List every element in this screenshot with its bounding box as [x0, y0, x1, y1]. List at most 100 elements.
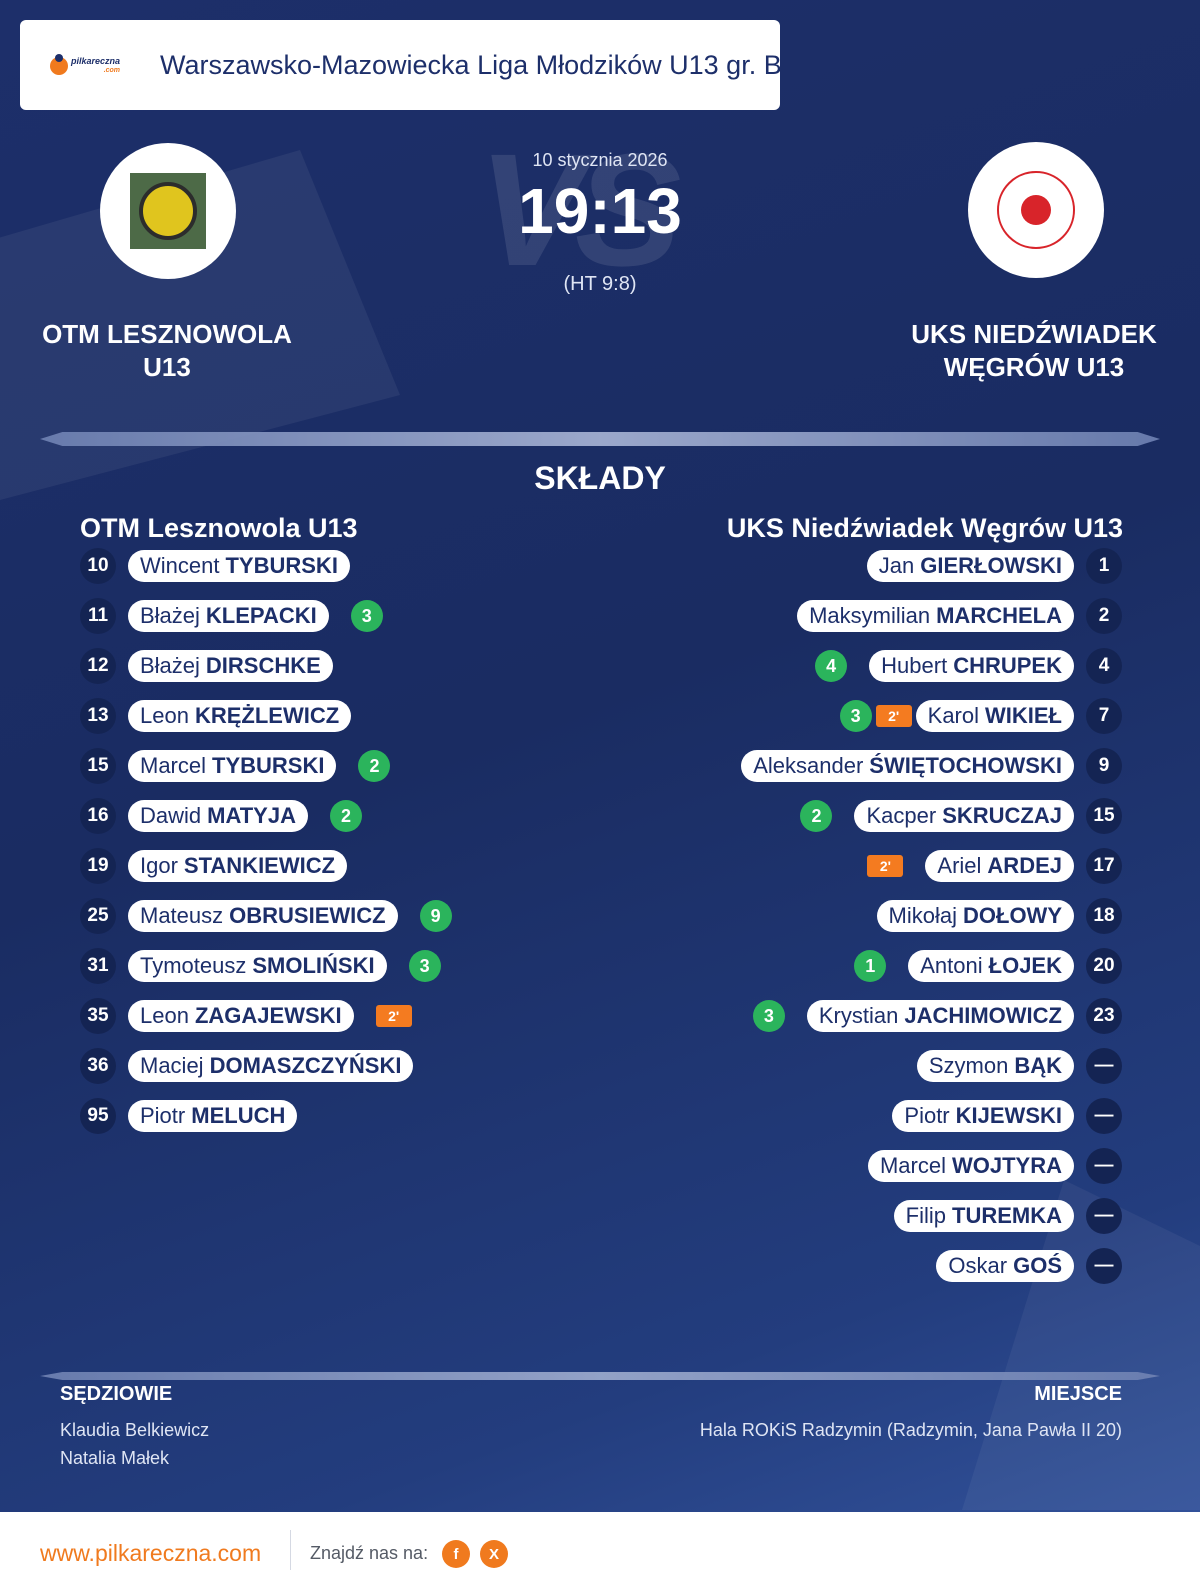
player-last-name: SMOLIŃSKI — [252, 953, 375, 978]
player-name[interactable]: Hubert CHRUPEK — [869, 650, 1074, 682]
player-name[interactable]: Karol WIKIEŁ — [915, 700, 1074, 732]
player-row: 2 Maksymilian MARCHELA — [797, 598, 1122, 634]
player-name[interactable]: Mikołaj DOŁOWY — [876, 900, 1074, 932]
player-name[interactable]: Leon KRĘŻLEWICZ — [128, 700, 352, 732]
player-row: 13 Leon KRĘŻLEWICZ — [80, 698, 352, 734]
player-number: — — [1086, 1048, 1122, 1084]
player-last-name: DOMASZCZYŃSKI — [209, 1053, 402, 1078]
player-name[interactable]: Kacper SKRUCZAJ — [854, 800, 1074, 832]
player-number: 16 — [80, 798, 116, 834]
player-number: — — [1086, 1248, 1122, 1284]
player-row: 16 Dawid MATYJA 2 — [80, 798, 362, 834]
player-row: 11 Błażej KLEPACKI 3 — [80, 598, 383, 634]
player-row: 17 Ariel ARDEJ 2' — [867, 848, 1122, 884]
player-row: 19 Igor STANKIEWICZ — [80, 848, 348, 884]
league-title: Warszawsko-Mazowiecka Liga Młodzików U13… — [160, 50, 782, 80]
player-row: 95 Piotr MELUCH — [80, 1098, 298, 1134]
player-first-name: Błażej — [140, 653, 200, 678]
player-number: 12 — [80, 648, 116, 684]
goals-badge: 2 — [329, 800, 362, 832]
away-lineup-title: UKS Niedźwiadek Węgrów U13 — [726, 513, 1123, 543]
player-name[interactable]: Filip TUREMKA — [893, 1200, 1074, 1232]
player-name[interactable]: Mateusz OBRUSIEWICZ — [128, 900, 398, 932]
player-number: — — [1086, 1198, 1122, 1234]
goals-badge: 3 — [839, 700, 872, 732]
away-crest-icon — [997, 171, 1075, 249]
player-name[interactable]: Piotr MELUCH — [128, 1100, 298, 1132]
player-last-name: DOŁOWY — [963, 903, 1062, 928]
referee-name: Natalia Małek — [60, 1448, 170, 1468]
x-icon[interactable]: X — [480, 1540, 508, 1568]
player-name[interactable]: Oskar GOŚ — [936, 1250, 1074, 1282]
player-number: 9 — [1086, 748, 1122, 784]
facebook-icon[interactable]: f — [442, 1540, 470, 1568]
player-name[interactable]: Błażej KLEPACKI — [128, 600, 329, 632]
player-name[interactable]: Błażej DIRSCHKE — [128, 650, 333, 682]
site-link[interactable]: www.pilkareczna.com — [40, 1540, 262, 1566]
player-name[interactable]: Leon ZAGAJEWSKI — [128, 1000, 354, 1032]
player-last-name: KIJEWSKI — [955, 1103, 1062, 1128]
player-number: — — [1086, 1098, 1122, 1134]
player-first-name: Igor — [140, 853, 178, 878]
player-last-name: ZAGAJEWSKI — [194, 1003, 342, 1028]
player-number: 1 — [1086, 548, 1122, 584]
player-row: 36 Maciej DOMASZCZYŃSKI — [80, 1048, 414, 1084]
player-last-name: KRĘŻLEWICZ — [194, 703, 340, 728]
player-name[interactable]: Dawid MATYJA — [128, 800, 308, 832]
away-team-name: UKS NIEDŹWIADEK WĘGRÓW U13 — [911, 319, 1157, 382]
player-name[interactable]: Maksymilian MARCHELA — [797, 600, 1074, 632]
player-first-name: Tymoteusz — [140, 953, 247, 978]
player-last-name: TYBURSKI — [225, 553, 338, 578]
player-number: 23 — [1086, 998, 1122, 1034]
player-name[interactable]: Ariel ARDEJ — [925, 850, 1074, 882]
player-name[interactable]: Szymon BĄK — [916, 1050, 1074, 1082]
goals-badge: 3 — [408, 950, 441, 982]
halftime-score: (HT 9:8) — [563, 273, 637, 295]
player-last-name: MARCHELA — [936, 603, 1062, 628]
player-row: 18 Mikołaj DOŁOWY — [876, 898, 1122, 934]
player-first-name: Piotr — [140, 1103, 186, 1128]
home-team-name: OTM LESZNOWOLA U13 — [42, 319, 292, 382]
player-name[interactable]: Jan GIERŁOWSKI — [866, 550, 1074, 582]
player-last-name: GIERŁOWSKI — [920, 553, 1062, 578]
player-last-name: TUREMKA — [952, 1203, 1062, 1228]
player-name[interactable]: Piotr KIJEWSKI — [892, 1100, 1074, 1132]
player-number: 18 — [1086, 898, 1122, 934]
venue-label: MIEJSCE — [1034, 1383, 1122, 1405]
home-lineup-title: OTM Lesznowola U13 — [80, 513, 358, 543]
player-first-name: Kacper — [866, 803, 937, 828]
player-name[interactable]: Aleksander ŚWIĘTOCHOWSKI — [741, 750, 1074, 782]
player-last-name: CHRUPEK — [953, 653, 1062, 678]
site-logo[interactable]: pilkareczna .com — [50, 54, 140, 78]
player-number: 4 — [1086, 648, 1122, 684]
player-name[interactable]: Igor STANKIEWICZ — [128, 850, 348, 882]
player-row: 23 Krystian JACHIMOWICZ 3 — [752, 998, 1122, 1034]
player-row: 9 Aleksander ŚWIĘTOCHOWSKI — [741, 748, 1122, 784]
goals-badge: 3 — [350, 600, 383, 632]
player-row: 35 Leon ZAGAJEWSKI 2' — [80, 998, 412, 1034]
ball-icon — [50, 54, 68, 75]
player-first-name: Wincent — [140, 553, 220, 578]
player-first-name: Leon — [140, 1003, 189, 1028]
lineups-title: SKŁADY — [534, 460, 666, 496]
logo-text: pilkareczna .com — [71, 56, 121, 75]
player-first-name: Hubert — [881, 653, 948, 678]
player-name[interactable]: Antoni ŁOJEK — [908, 950, 1074, 982]
player-name[interactable]: Marcel WOJTYRA — [867, 1150, 1074, 1182]
player-number: — — [1086, 1148, 1122, 1184]
player-name[interactable]: Maciej DOMASZCZYŃSKI — [128, 1050, 414, 1082]
match-score: 19:13 — [518, 175, 682, 247]
player-number: 10 — [80, 548, 116, 584]
player-name[interactable]: Wincent TYBURSKI — [128, 550, 350, 582]
player-last-name: TYBURSKI — [212, 753, 325, 778]
player-name[interactable]: Krystian JACHIMOWICZ — [806, 1000, 1074, 1032]
player-number: 13 — [80, 698, 116, 734]
player-number: 15 — [1086, 798, 1122, 834]
player-first-name: Antoni — [920, 953, 983, 978]
player-row: 15 Marcel TYBURSKI 2 — [80, 748, 391, 784]
player-name[interactable]: Tymoteusz SMOLIŃSKI — [128, 950, 387, 982]
divider — [40, 432, 1160, 446]
goals-badge: 1 — [854, 950, 887, 982]
player-name[interactable]: Marcel TYBURSKI — [128, 750, 337, 782]
player-row: 31 Tymoteusz SMOLIŃSKI 3 — [80, 948, 441, 984]
